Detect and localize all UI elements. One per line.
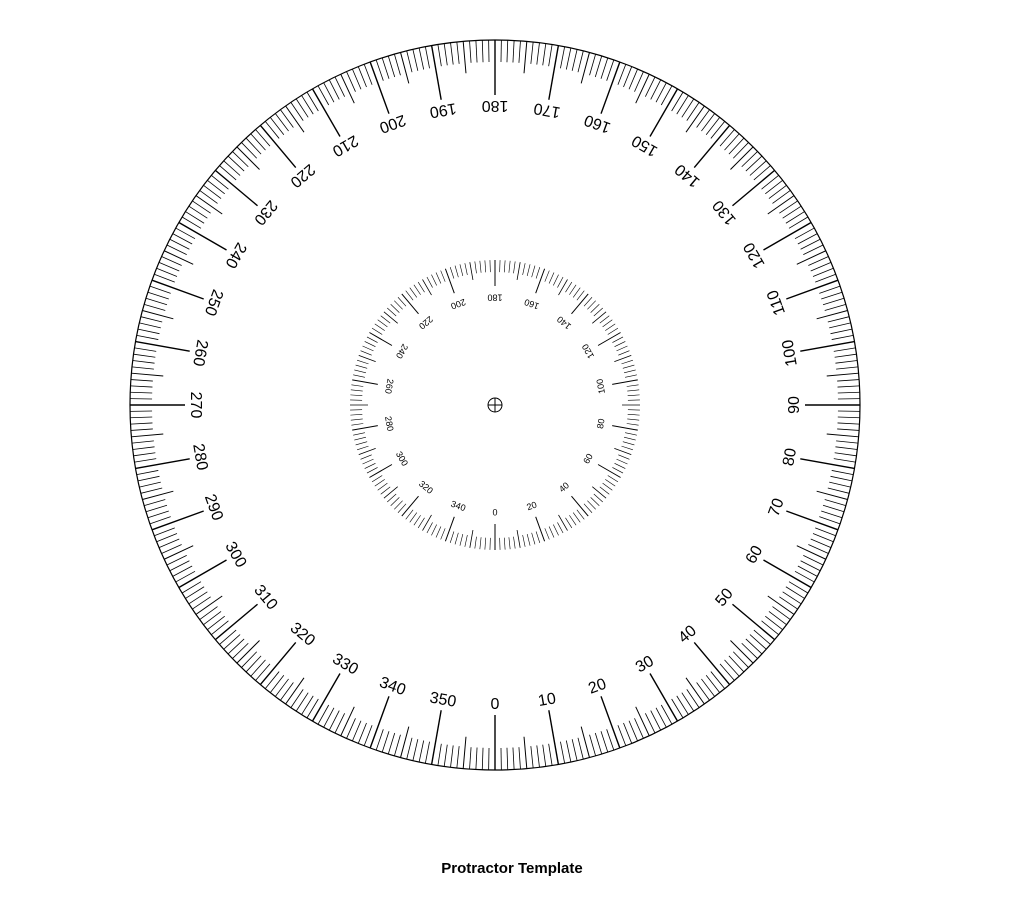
outer-label-40: 40	[675, 622, 700, 647]
outer-label-100: 100	[779, 338, 800, 367]
outer-label-240: 240	[221, 239, 249, 271]
protractor-template-image: 0102030405060708090100110120130140150160…	[0, 0, 1024, 918]
protractor-svg: 0102030405060708090100110120130140150160…	[0, 0, 1024, 918]
inner-label-220: 220	[417, 314, 435, 331]
inner-label-180: 180	[487, 293, 502, 303]
inner-label-280: 280	[383, 415, 395, 432]
caption-text: Protractor Template	[0, 860, 1024, 877]
inner-label-200: 200	[450, 297, 468, 312]
outer-label-130: 130	[709, 197, 739, 228]
inner-label-300: 300	[394, 450, 410, 468]
outer-label-80: 80	[780, 447, 800, 468]
inner-label-40: 40	[557, 480, 571, 494]
outer-label-330: 330	[329, 651, 361, 679]
outer-label-170: 170	[532, 99, 561, 120]
outer-label-290: 290	[201, 492, 226, 523]
outer-label-140: 140	[672, 160, 703, 190]
inner-label-20: 20	[525, 499, 538, 512]
outer-label-20: 20	[586, 676, 609, 698]
outer-label-210: 210	[329, 131, 361, 159]
outer-label-90: 90	[786, 396, 803, 414]
outer-label-260: 260	[189, 338, 210, 367]
outer-label-280: 280	[189, 442, 210, 471]
outer-label-110: 110	[764, 288, 789, 318]
outer-label-300: 300	[221, 539, 249, 571]
outer-label-70: 70	[766, 496, 788, 519]
outer-label-190: 190	[428, 99, 457, 120]
outer-label-120: 120	[740, 239, 768, 271]
outer-label-150: 150	[629, 131, 661, 159]
outer-label-320: 320	[287, 620, 318, 650]
outer-label-180: 180	[482, 97, 509, 114]
outer-label-50: 50	[712, 585, 737, 610]
outer-label-60: 60	[743, 543, 767, 567]
inner-label-0: 0	[492, 507, 497, 517]
outer-label-230: 230	[250, 197, 280, 228]
outer-label-30: 30	[633, 653, 657, 677]
inner-label-80: 80	[595, 418, 607, 430]
inner-label-320: 320	[417, 479, 435, 496]
outer-label-10: 10	[537, 690, 558, 710]
outer-label-220: 220	[287, 160, 318, 190]
outer-label-350: 350	[428, 689, 457, 710]
outer-label-200: 200	[377, 111, 408, 136]
outer-label-160: 160	[582, 111, 613, 136]
center-mark	[488, 398, 502, 412]
inner-label-160: 160	[523, 297, 541, 312]
outer-label-270: 270	[187, 392, 204, 419]
outer-label-0: 0	[491, 696, 500, 713]
outer-label-250: 250	[201, 287, 226, 318]
inner-label-240: 240	[394, 342, 410, 360]
inner-label-140: 140	[555, 314, 573, 331]
outer-label-340: 340	[377, 674, 408, 699]
inner-label-120: 120	[580, 342, 596, 360]
inner-label-60: 60	[581, 452, 595, 466]
inner-label-100: 100	[595, 378, 607, 395]
outer-label-310: 310	[250, 582, 280, 613]
inner-label-340: 340	[450, 499, 468, 514]
inner-label-260: 260	[383, 378, 395, 395]
